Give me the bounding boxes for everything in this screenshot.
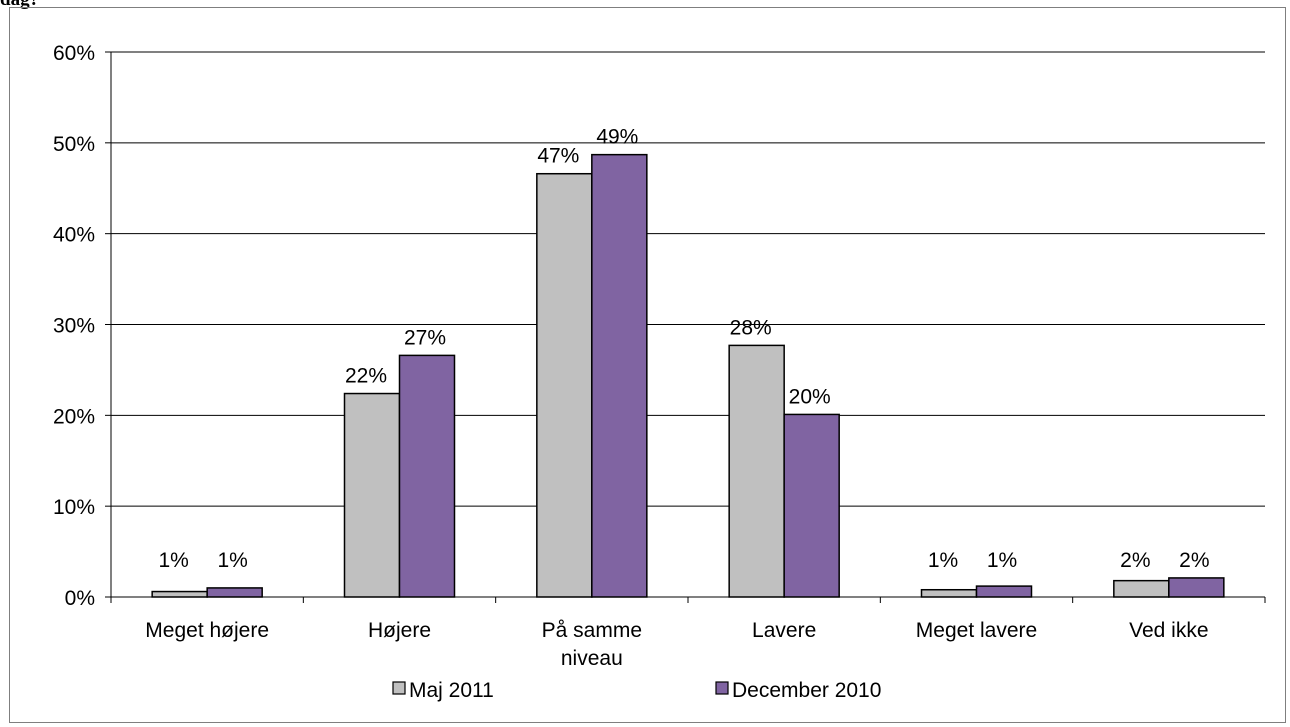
legend-swatch [392, 681, 406, 695]
y-tick-label: 30% [53, 315, 95, 338]
legend-label: Maj 2011 [409, 679, 494, 702]
bar [1113, 579, 1170, 598]
bar [1168, 577, 1225, 598]
x-tick-label: På samme [542, 619, 642, 642]
data-label: 20% [789, 385, 831, 408]
x-tick-label: Meget højere [145, 619, 269, 642]
x-tick-label: Meget lavere [916, 619, 1037, 642]
legend-label: December 2010 [732, 679, 881, 702]
bar [975, 585, 1033, 598]
data-label: 28% [730, 316, 772, 339]
bar [151, 590, 208, 598]
y-tick-label: 40% [53, 224, 95, 247]
data-label: 27% [404, 326, 446, 349]
data-label: 22% [345, 365, 387, 388]
data-label: 49% [596, 126, 638, 149]
y-tick-label: 60% [53, 42, 95, 65]
data-label: 2% [1179, 549, 1209, 572]
data-label: 1% [987, 549, 1017, 572]
y-tick-label: 0% [65, 587, 95, 610]
bar [920, 588, 978, 598]
data-label: 1% [928, 549, 958, 572]
x-tick-label: Højere [368, 619, 431, 642]
data-label: 2% [1120, 549, 1150, 572]
bar [536, 172, 593, 598]
bar [398, 354, 456, 598]
y-tick-label: 10% [53, 496, 95, 519]
chart-frame [9, 7, 1286, 723]
legend-swatch [715, 681, 729, 695]
y-tick-label: 20% [53, 405, 95, 428]
y-tick-label: 50% [53, 133, 95, 156]
x-tick-label: niveau [561, 647, 623, 670]
bar [591, 153, 648, 598]
bar [206, 587, 263, 598]
data-label: 1% [217, 549, 247, 572]
x-tick-label: Lavere [752, 619, 816, 642]
cut-off-question-text: dag? [0, 0, 39, 11]
bar [728, 344, 785, 598]
bar [343, 392, 401, 598]
x-tick-label: Ved ikke [1129, 619, 1208, 642]
data-label: 1% [158, 549, 188, 572]
data-label: 47% [537, 145, 579, 168]
bar [783, 413, 840, 598]
